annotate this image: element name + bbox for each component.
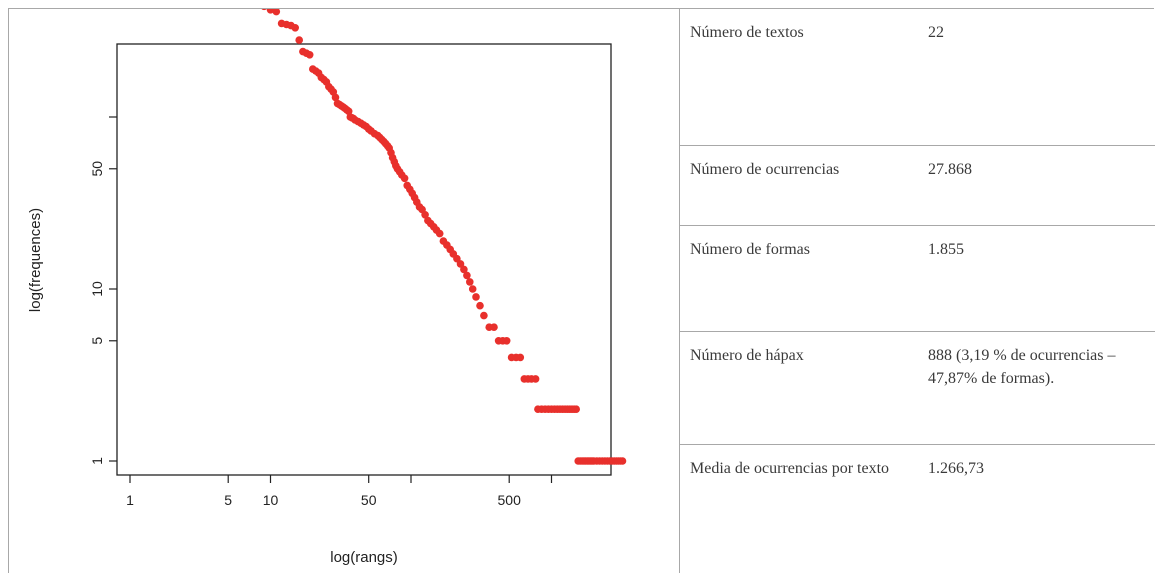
- data-point: [466, 278, 474, 286]
- data-points: [260, 2, 627, 465]
- data-point: [295, 36, 304, 44]
- data-point: [463, 271, 471, 280]
- y-tick-label: 5: [89, 337, 105, 345]
- data-point: [291, 24, 300, 32]
- data-point: [490, 323, 498, 332]
- data-point: [468, 285, 477, 293]
- row-label: Número de formas: [690, 241, 810, 258]
- row-divider: [680, 145, 1155, 146]
- y-tick-label: 1: [89, 457, 105, 465]
- y-axis-label: log(frequences): [27, 208, 44, 312]
- x-tick-label: 500: [498, 492, 522, 508]
- stats-row-mean: Media de ocurrencias por texto 1.266,73: [680, 445, 1155, 573]
- row-label: Número de ocurrencias: [690, 161, 840, 178]
- data-point: [344, 107, 353, 116]
- stats-table: Número de textos 22 Número de ocurrencia…: [680, 9, 1155, 573]
- y-tick-label: 10: [89, 281, 105, 297]
- plot-frame: [116, 43, 612, 476]
- data-point: [331, 93, 340, 102]
- data-point: [456, 260, 465, 268]
- x-tick-label: 5: [224, 492, 232, 508]
- row-value: 1.855: [928, 241, 964, 258]
- data-point: [272, 7, 281, 16]
- stats-row-forms: Número de formas 1.855: [680, 226, 1155, 332]
- data-point: [618, 457, 627, 465]
- data-point: [572, 405, 580, 414]
- data-point: [502, 337, 511, 345]
- table-frame: [8, 8, 1154, 573]
- row-value: 22: [928, 24, 944, 41]
- x-tick-label: 50: [361, 492, 377, 508]
- y-tick-label: 50: [89, 161, 105, 177]
- x-axis: 1 5 10 50 500: [126, 475, 553, 508]
- x-tick-label: 1: [126, 492, 134, 508]
- data-point: [435, 229, 444, 238]
- row-divider: [680, 331, 1155, 332]
- data-point: [531, 375, 540, 383]
- row-divider: [680, 444, 1155, 445]
- row-label: Número de textos: [690, 24, 804, 41]
- data-point: [460, 265, 468, 274]
- rank-frequency-chart: 1 5 10 50 500 1 5 10 50 500 log(rangs) log(frequ…: [27, 0, 627, 566]
- data-point: [472, 293, 480, 301]
- row-label: Media de ocurrencias por texto: [690, 460, 890, 477]
- data-point: [305, 51, 314, 59]
- row-divider: [680, 225, 1155, 226]
- row-value: 27.868: [928, 161, 972, 178]
- chart-cell: 1 5 10 50 500 1 5 10 50 500 log(rangs) log(frequ…: [9, 0, 678, 573]
- row-value: 888 (3,19 % de ocurrencias – 47,87% de f…: [928, 347, 1116, 387]
- data-point: [421, 211, 429, 219]
- row-label: Número de hápax: [690, 347, 804, 364]
- stats-row-occurrences: Número de ocurrencias 27.868: [680, 146, 1155, 226]
- data-point: [476, 301, 484, 310]
- column-divider: [679, 9, 680, 573]
- x-tick-label: 10: [263, 492, 279, 508]
- stats-row-hapax: Número de hápax 888 (3,19 % de ocurrenci…: [680, 332, 1155, 445]
- data-point: [516, 353, 525, 362]
- data-point: [400, 174, 409, 183]
- x-axis-label: log(rangs): [330, 549, 398, 566]
- stats-row-texts: Número de textos 22: [680, 9, 1155, 146]
- row-value: 1.266,73: [928, 460, 984, 477]
- data-point: [480, 311, 488, 320]
